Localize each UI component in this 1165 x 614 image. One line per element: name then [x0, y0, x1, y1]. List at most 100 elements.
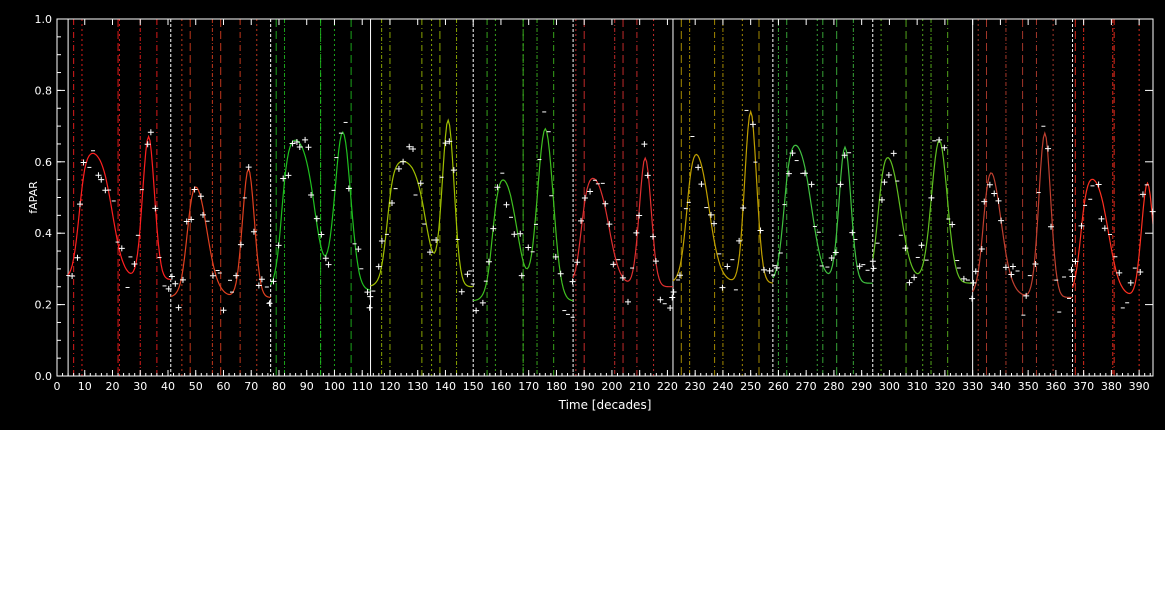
season-fit-curve	[170, 167, 271, 298]
x-tick-label: 90	[300, 380, 314, 393]
observation-plus-marker	[569, 278, 576, 285]
x-tick-label: 250	[740, 380, 761, 393]
observation-plus-marker	[619, 274, 626, 281]
observation-plus-marker	[366, 304, 373, 311]
observation-plus-marker	[255, 282, 262, 289]
observation-plus-marker	[578, 217, 585, 224]
observation-plus-marker	[856, 263, 863, 270]
observation-plus-marker	[881, 179, 888, 186]
x-tick-label: 320	[934, 380, 955, 393]
observation-plus-marker	[978, 245, 985, 252]
observation-plus-marker	[1002, 264, 1009, 271]
observation-plus-marker	[995, 197, 1002, 204]
x-tick-label: 290	[851, 380, 872, 393]
x-tick-label: 380	[1101, 380, 1122, 393]
observation-plus-marker	[885, 171, 892, 178]
observation-plus-marker	[972, 268, 979, 275]
observation-plus-marker	[669, 294, 676, 301]
observation-plus-marker	[464, 271, 471, 278]
observation-plus-marker	[400, 158, 407, 165]
observation-plus-marker	[168, 273, 175, 280]
x-tick-label: 170	[518, 380, 539, 393]
observation-plus-marker	[740, 205, 747, 212]
x-tick-label: 340	[990, 380, 1011, 393]
observation-plus-marker	[313, 215, 320, 222]
observation-plus-marker	[557, 270, 564, 277]
observation-plus-marker	[289, 140, 296, 147]
observation-plus-marker	[970, 279, 977, 286]
observation-plus-marker	[152, 205, 159, 212]
x-tick-label: 110	[352, 380, 373, 393]
observation-plus-marker	[1009, 263, 1016, 270]
observation-plus-marker	[1072, 258, 1079, 265]
observation-plus-marker	[490, 225, 497, 232]
observation-plus-marker	[518, 272, 525, 279]
y-tick-label: 0.4	[35, 227, 53, 240]
y-tick-label: 0.8	[35, 84, 53, 97]
observation-plus-marker	[801, 170, 808, 177]
observation-plus-marker	[808, 181, 815, 188]
y-tick-label: 1.0	[35, 13, 53, 26]
x-tick-label: 0	[54, 380, 61, 393]
observation-plus-marker	[766, 267, 773, 274]
observation-plus-marker	[785, 170, 792, 177]
observation-plus-marker	[610, 261, 617, 268]
observation-plus-marker	[293, 138, 300, 145]
observation-plus-marker	[960, 275, 967, 282]
season-fit-curve	[972, 131, 1073, 299]
observation-plus-marker	[245, 164, 252, 171]
observation-plus-marker	[708, 211, 715, 218]
x-tick-label: 100	[324, 380, 345, 393]
observation-plus-marker	[724, 263, 731, 270]
observation-plus-marker	[1023, 292, 1030, 299]
observation-plus-marker	[69, 272, 76, 279]
observation-plus-marker	[911, 274, 918, 281]
chart-figure: 0 10 20 30 40 50 60 70 80 90 100 110 120 130 140 150 160…	[0, 0, 1165, 430]
observation-plus-marker	[209, 272, 216, 279]
observation-plus-marker	[719, 284, 726, 291]
x-tick-label: 360	[1045, 380, 1066, 393]
x-tick-label: 20	[105, 380, 119, 393]
x-tick-label: 60	[216, 380, 230, 393]
observation-plus-marker	[657, 296, 664, 303]
observation-plus-marker	[305, 144, 312, 151]
observation-plus-marker	[503, 201, 510, 208]
observation-plus-marker	[832, 249, 839, 256]
season-fit-curve	[872, 139, 973, 284]
observation-plus-marker	[606, 221, 613, 228]
observation-plus-marker	[1078, 222, 1085, 229]
x-tick-label: 10	[78, 380, 92, 393]
observation-plus-marker	[1127, 279, 1134, 286]
season-fit-curve	[67, 134, 171, 281]
observation-plus-marker	[633, 229, 640, 236]
observation-plus-marker	[991, 190, 998, 197]
observation-plus-marker	[1098, 215, 1105, 222]
y-tick-label: 0.2	[35, 299, 53, 312]
observation-plus-marker	[237, 241, 244, 248]
x-tick-label: 40	[161, 380, 175, 393]
observation-plus-marker	[74, 254, 81, 261]
observation-plus-marker	[517, 230, 524, 237]
observation-plus-marker	[906, 279, 913, 286]
observation-plus-marker	[473, 307, 480, 314]
observation-plus-marker	[1139, 191, 1146, 198]
observation-plus-marker	[1095, 181, 1102, 188]
x-tick-label: 270	[796, 380, 817, 393]
observation-plus-marker	[525, 244, 532, 251]
x-tick-label: 230	[685, 380, 706, 393]
observation-plus-marker	[749, 121, 756, 128]
observation-plus-marker	[275, 242, 282, 249]
observation-plus-marker	[76, 201, 83, 208]
observation-plus-marker	[95, 172, 102, 179]
observation-plus-marker	[442, 140, 449, 147]
x-tick-label: 300	[879, 380, 900, 393]
observation-plus-marker	[485, 258, 492, 265]
observation-plus-marker	[302, 136, 309, 143]
observation-plus-marker	[981, 198, 988, 205]
x-tick-label: 240	[712, 380, 733, 393]
observation-plus-marker	[118, 245, 125, 252]
x-tick-label: 330	[962, 380, 983, 393]
observation-plus-marker	[258, 276, 265, 283]
observation-plus-marker	[841, 152, 848, 159]
observation-plus-marker	[1032, 261, 1039, 268]
